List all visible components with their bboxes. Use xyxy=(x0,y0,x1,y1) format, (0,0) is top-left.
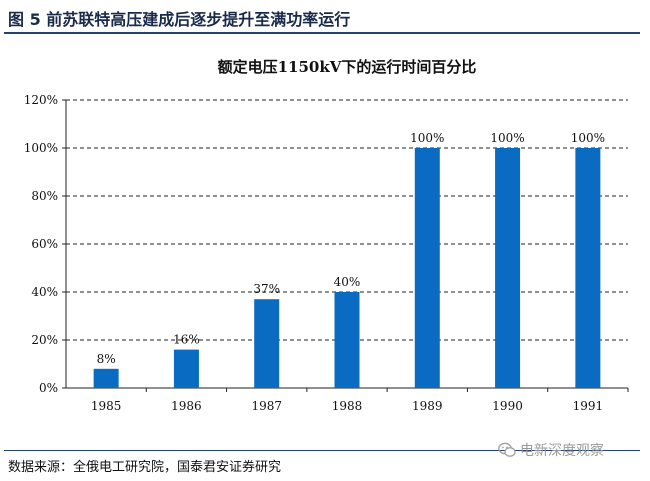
x-tick-label-1988: 1988 xyxy=(332,399,363,413)
bar-1990 xyxy=(495,148,521,388)
y-tick-label: 100% xyxy=(24,141,58,155)
bar-1991 xyxy=(575,148,601,388)
data-label-1991: 100% xyxy=(571,131,605,145)
figure-header: 图 5 前苏联特高压建成后逐步提升至满功率运行 xyxy=(0,0,650,30)
x-tick-label-1989: 1989 xyxy=(412,399,443,413)
x-tick-label-1985: 1985 xyxy=(91,399,122,413)
data-label-1988: 40% xyxy=(334,275,361,289)
figure-title: 图 5 前苏联特高压建成后逐步提升至满功率运行 xyxy=(8,10,351,29)
y-tick-label: 120% xyxy=(24,93,58,107)
y-tick-label: 0% xyxy=(39,381,58,395)
data-label-1987: 37% xyxy=(253,282,280,296)
bar-1986 xyxy=(173,349,199,388)
y-tick-label: 60% xyxy=(31,237,58,251)
x-tick-label-1987: 1987 xyxy=(251,399,282,413)
figure-source: 数据来源：全俄电工研究院，国泰君安证券研究 xyxy=(8,460,282,475)
data-label-1989: 100% xyxy=(410,131,444,145)
x-tick-label-1991: 1991 xyxy=(573,399,604,413)
y-tick-label: 40% xyxy=(31,285,58,299)
data-label-1990: 100% xyxy=(490,131,524,145)
data-label-1985: 8% xyxy=(97,352,116,366)
bar-1987 xyxy=(254,299,280,388)
x-tick-label-1986: 1986 xyxy=(171,399,202,413)
bar-1989 xyxy=(414,148,440,388)
wechat-icon xyxy=(498,442,516,457)
chart-title: 额定电压1150kV下的运行时间百分比 xyxy=(218,58,477,76)
footer-rule xyxy=(4,450,640,451)
y-tick-label: 20% xyxy=(31,333,58,347)
bar-1985 xyxy=(93,368,119,388)
data-label-1986: 16% xyxy=(173,333,200,347)
x-tick-label-1990: 1990 xyxy=(492,399,523,413)
header-rule xyxy=(4,32,640,34)
watermark: 电新深度观察 xyxy=(498,440,604,460)
bar-1988 xyxy=(334,292,360,388)
y-tick-label: 80% xyxy=(31,189,58,203)
watermark-text: 电新深度观察 xyxy=(520,443,604,459)
bar-chart: 额定电压1150kV下的运行时间百分比 0% 20% 40% 60% 80% 100% 120… xyxy=(24,58,629,413)
